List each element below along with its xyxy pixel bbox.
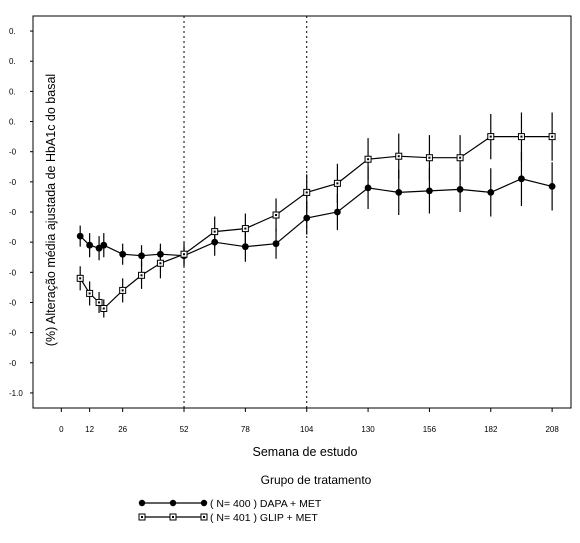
data-point-center [213,230,216,233]
data-point [241,243,249,251]
legend-marker [169,499,177,507]
data-point [138,252,145,260]
x-tick-label: 156 [423,425,437,434]
series-1 [76,112,556,318]
y-tick-label: -0 [9,178,17,187]
legend-item-1: ( N= 401 ) GLIP + MET [138,512,318,524]
x-tick-label: 78 [241,425,250,434]
data-point-center [88,292,91,295]
y-tick-label: -1.0 [9,389,23,398]
data-point-center [367,158,370,161]
legend-marker [200,499,208,507]
data-point-center [79,277,82,280]
data-point-center [428,156,431,159]
legend-marker-center [172,516,174,518]
x-tick-label: 12 [85,425,94,434]
series-0 [76,151,556,267]
data-point [487,189,495,196]
data-point-center [305,191,308,194]
data-point-center [275,214,278,217]
data-point-center [159,262,162,265]
x-tick-label: 182 [484,425,498,434]
data-point-center [520,135,523,138]
legend-marker [138,499,146,507]
data-point [303,214,311,222]
data-point-center [183,253,186,256]
y-axis-ticks: 0. 0. 0. 0. -0 -0 -0 -0 -0 -0 -0 -0 -1.0 [9,27,33,398]
data-point-center [336,182,339,185]
legend: ( N= 400 ) DAPA + MET ( N= 401 ) GLIP + M… [138,498,322,524]
y-axis-label: (%) Alteração média ajustada de HbA1c do… [44,74,58,346]
data-point [86,241,94,249]
x-axis-ticks: 0 12 26 52 78 104 130 156 182 208 [59,408,559,434]
data-point [100,241,108,249]
series-line [79,136,553,310]
x-tick-label: 130 [361,425,375,434]
x-tick-label: 0 [59,425,64,434]
data-point [518,175,525,183]
data-point [119,250,127,258]
y-tick-label: -0 [9,298,17,307]
data-point [333,208,341,216]
y-tick-label: -0 [9,148,17,157]
data-point-center [459,156,462,159]
data-point [272,240,280,248]
data-point-center [551,135,554,138]
y-tick-label: -0 [9,208,17,217]
data-point [548,182,556,190]
data-point-center [121,289,124,292]
reference-lines [183,16,308,408]
y-tick-label: 0. [9,57,16,66]
data-point-center [244,227,247,230]
data-point [76,232,84,240]
data-point-center [489,135,492,138]
y-tick-label: 0. [9,87,16,96]
y-tick-label: -0 [9,329,17,338]
x-tick-label: 52 [180,425,189,434]
legend-item-0: ( N= 400 ) DAPA + MET [138,498,322,510]
legend-label: ( N= 400 ) DAPA + MET [210,498,322,510]
x-tick-label: 104 [300,425,314,434]
y-tick-label: 0. [9,118,16,127]
legend-marker-center [141,516,143,518]
data-point [426,187,433,195]
series-line [79,178,553,257]
data-point [364,184,372,192]
series-layer [76,112,556,318]
data-point-center [98,301,101,304]
y-tick-label: -0 [9,359,17,368]
data-point [456,185,464,193]
x-axis-label: Semana de estudo [253,445,358,459]
data-point-center [140,274,143,277]
legend-label: ( N= 401 ) GLIP + MET [210,512,318,524]
y-tick-label: -0 [9,238,17,247]
data-point [395,189,403,196]
x-tick-label: 26 [118,425,127,434]
legend-title: Grupo de tratamento [261,473,372,487]
y-tick-label: 0. [9,27,16,36]
legend-marker-center [203,516,205,518]
data-point-center [102,307,105,310]
data-point-center [397,155,400,158]
x-tick-label: 208 [545,425,559,434]
y-tick-label: -0 [9,268,17,277]
